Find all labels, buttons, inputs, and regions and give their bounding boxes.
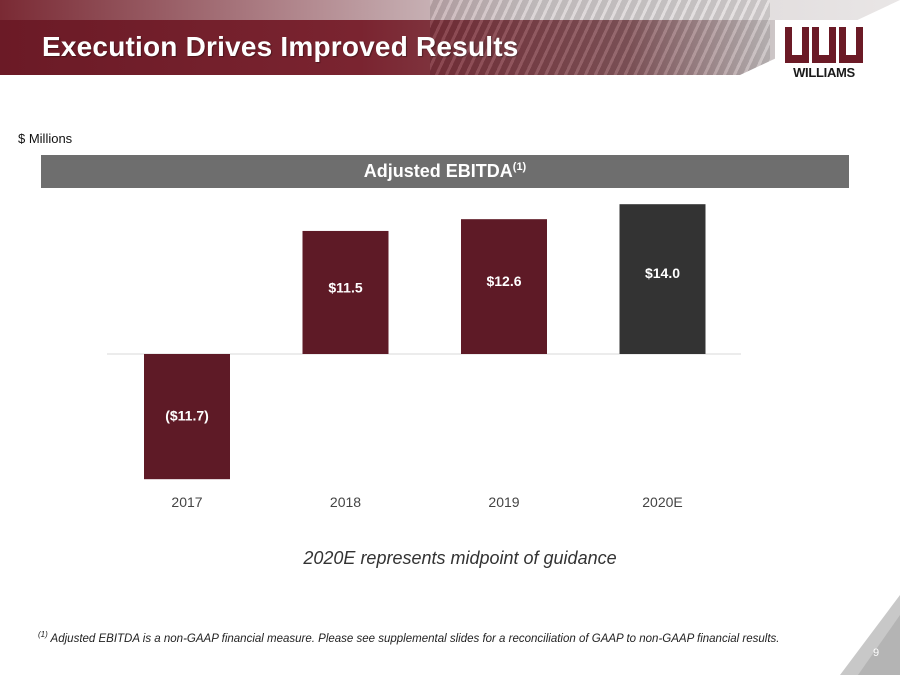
x-tick-label-2018: 2018 [330, 494, 361, 510]
chart-title: Adjusted EBITDA(1) [41, 161, 849, 182]
header-texture [430, 0, 770, 75]
units-label: $ Millions [18, 131, 73, 146]
x-tick-label-2019: 2019 [488, 494, 519, 510]
data-label-2019: $12.6 [486, 273, 521, 289]
header-top-strip [0, 0, 900, 20]
williams-logo: WILLIAMS [783, 27, 865, 83]
williams-logo-mark-icon [785, 27, 863, 63]
x-tick-label-2017: 2017 [171, 494, 202, 510]
x-tick-label-2020e: 2020E [642, 494, 682, 510]
bar-2017 [144, 354, 230, 480]
guidance-note: 2020E represents midpoint of guidance [303, 548, 617, 568]
page-number: 9 [873, 647, 880, 659]
chart-title-text: Adjusted EBITDA [363, 161, 513, 181]
bar-2020e [619, 204, 706, 354]
data-label-2017: ($11.7) [165, 407, 209, 423]
bar-2018 [302, 230, 389, 354]
bar-2019 [461, 219, 547, 354]
corner-shade [858, 615, 900, 675]
page-title: Execution Drives Improved Results [42, 31, 519, 62]
data-label-2020e: $14.0 [645, 265, 680, 281]
footnote-marker: (1) [38, 630, 48, 639]
chart-title-banner: Adjusted EBITDA(1) [41, 155, 849, 188]
footnote: (1) Adjusted EBITDA is a non-GAAP financ… [38, 630, 779, 645]
chart-title-superscript: (1) [512, 161, 527, 173]
logo-text: WILLIAMS [793, 65, 855, 80]
footnote-text: Adjusted EBITDA is a non-GAAP financial … [47, 632, 780, 645]
data-label-2018: $11.5 [328, 280, 362, 296]
